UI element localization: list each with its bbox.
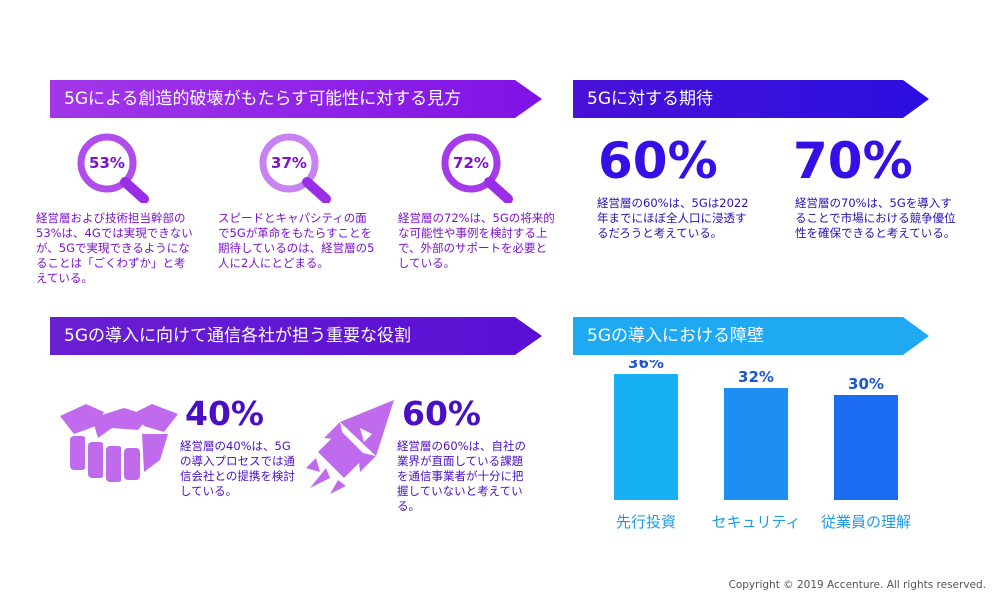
big-stat-60: 60% xyxy=(598,132,718,190)
section-banner-expectations: 5Gに対する期待 xyxy=(573,80,929,118)
stat-description: 経営層の60%は、5Gは2022年までにほぼ全人口に浸透するだろうと考えている。 xyxy=(597,196,749,240)
handshake-icon xyxy=(60,404,178,484)
stat-description: 経営層および技術担当幹部の53%は、4Gでは実現できないが、5Gで実現できるよう… xyxy=(36,211,193,285)
barriers-bar-chart: 36% 先行投資 32% セキュリティ 30% 従業員の理解 xyxy=(614,360,911,531)
bar-0 xyxy=(614,374,678,500)
bar-1 xyxy=(724,388,788,500)
magnifier-icon xyxy=(77,133,149,204)
magnifier-stat-72: 72% xyxy=(436,133,536,204)
stat-description: 経営層の72%は、5Gの将来的な可能性や事例を検討する上で、外部のサポートを必要… xyxy=(398,211,555,270)
bar-2 xyxy=(834,395,898,500)
stat-percent: 72% xyxy=(453,154,489,172)
stat-description: 経営層の70%は、5Gを導入することで市場における競争優位性を確保できると考えて… xyxy=(795,196,956,240)
stat-percent-60: 60% xyxy=(402,394,481,433)
magnifier-stat-53: 53% xyxy=(72,133,172,204)
stat-percent-40: 40% xyxy=(185,394,264,433)
stat-percent: 37% xyxy=(271,154,307,172)
section-banner-creative-destruction: 5Gによる創造的破壊がもたらす可能性に対する見方 xyxy=(50,80,542,118)
category-label: 従業員の理解 xyxy=(821,513,911,531)
stat-description: 経営層の40%は、5Gの導入プロセスでは通信会社との提携を検討している。 xyxy=(180,439,295,498)
magnifier-stat-37: 37% xyxy=(254,133,354,204)
section-banner-barriers: 5Gの導入における障壁 xyxy=(573,317,929,355)
magnifier-icon xyxy=(259,133,331,204)
rocket-icon xyxy=(306,400,394,494)
copyright-text: Copyright © 2019 Accenture. All rights r… xyxy=(728,579,987,591)
stat-percent: 53% xyxy=(89,154,125,172)
bar-value-label: 32% xyxy=(738,368,774,386)
big-stat-70: 70% xyxy=(793,132,913,190)
magnifier-icon xyxy=(441,133,513,204)
stat-description: 経営層の60%は、自社の業界が直面している課題を通信事業者が十分に把握していない… xyxy=(397,439,527,513)
category-label: セキュリティ xyxy=(711,513,800,531)
category-label: 先行投資 xyxy=(616,513,676,531)
bar-value-label: 36% xyxy=(628,360,664,372)
bar-value-label: 30% xyxy=(848,375,884,393)
stat-description: スピードとキャパシティの面で5Gが革命をもたらすことを期待しているのは、経営層の… xyxy=(218,211,375,270)
section-banner-carrier-roles: 5Gの導入に向けて通信各社が担う重要な役割 xyxy=(50,317,542,355)
